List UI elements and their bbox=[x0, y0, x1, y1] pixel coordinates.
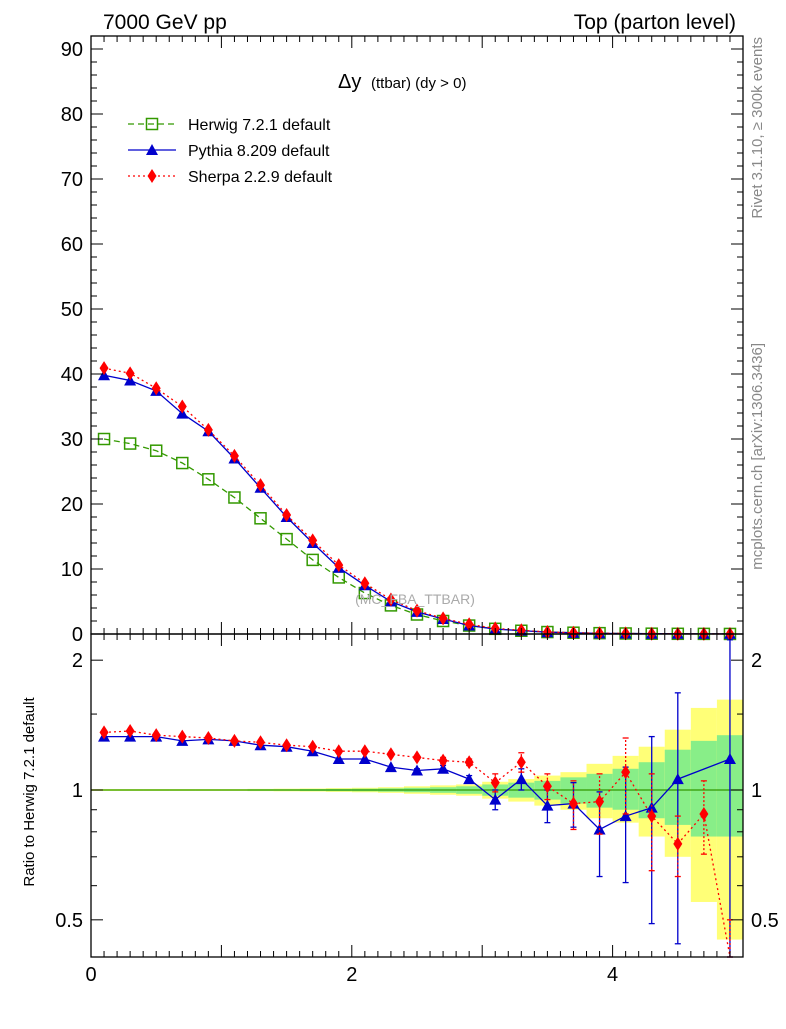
pythia-ratio-point bbox=[671, 773, 684, 785]
herwig-point bbox=[202, 473, 215, 486]
sherpa-ratio-point bbox=[229, 733, 239, 748]
x-tick-label: 0 bbox=[85, 964, 96, 986]
sherpa-ratio-point bbox=[438, 753, 448, 768]
sherpa-ratio-point bbox=[464, 755, 474, 770]
sherpa-ratio-point bbox=[699, 806, 709, 821]
sherpa-point bbox=[334, 558, 344, 573]
herwig-point bbox=[332, 571, 346, 584]
sherpa-point bbox=[282, 508, 292, 523]
sherpa-point bbox=[177, 399, 187, 414]
ratio-panel: 0.5 0.5 1 1 2 2 0 2 4 Ratio to Herwig 7.2.1 defa… bbox=[21, 633, 779, 986]
legend-label-pythia: Pythia 8.209 default bbox=[188, 143, 330, 160]
ratio-ylabel: Ratio to Herwig 7.2.1 default bbox=[21, 697, 38, 887]
sherpa-ratio-point bbox=[595, 794, 605, 809]
sherpa-ratio-point bbox=[542, 779, 552, 794]
herwig-point bbox=[280, 532, 293, 546]
y-tick-label: 30 bbox=[61, 429, 83, 451]
sherpa-ratio-point bbox=[203, 731, 213, 746]
sherpa-point bbox=[386, 592, 396, 607]
sherpa-point bbox=[438, 611, 448, 626]
y-tick-label: 70 bbox=[61, 169, 83, 191]
legend-marker-sherpa bbox=[147, 169, 157, 183]
x-tick-label: 2 bbox=[346, 964, 357, 986]
y-tick-label: 10 bbox=[61, 559, 83, 581]
pythia-ratio-point bbox=[463, 773, 476, 785]
sherpa-point bbox=[99, 361, 109, 376]
sherpa-ratio-point bbox=[308, 739, 318, 754]
sherpa-point bbox=[229, 448, 239, 463]
pythia-ratio-point bbox=[489, 793, 502, 805]
header-left: 7000 GeV pp bbox=[103, 11, 227, 34]
sherpa-ratio-point bbox=[151, 728, 161, 743]
watermark: (MC_FBA_TTBAR) bbox=[355, 591, 475, 607]
herwig-point bbox=[176, 456, 189, 470]
pythia-ratio-point bbox=[541, 799, 554, 811]
sherpa-ratio-point bbox=[490, 775, 500, 790]
legend-marker-herwig bbox=[145, 117, 159, 131]
pythia-ratio-point bbox=[437, 762, 450, 774]
x-tick-label: 4 bbox=[607, 964, 618, 986]
ratio-y-tick-label: 2 bbox=[72, 650, 83, 672]
pythia-ratio-point bbox=[384, 761, 397, 773]
sherpa-ratio-point bbox=[568, 796, 578, 811]
legend: Herwig 7.2.1 default Pythia 8.209 default… bbox=[128, 117, 333, 186]
ratio-y-tick-label-right: 0.5 bbox=[751, 910, 779, 932]
main-title-sub: (ttbar) (dy > 0) bbox=[371, 75, 466, 92]
sherpa-point bbox=[464, 617, 474, 632]
herwig-point bbox=[228, 491, 241, 504]
y-tick-label: 50 bbox=[61, 299, 83, 321]
main-title-symbol: Δy bbox=[338, 71, 361, 93]
sherpa-ratio-point bbox=[256, 735, 266, 750]
sherpa-ratio-point bbox=[334, 744, 344, 759]
pythia-ratio-point bbox=[645, 801, 658, 813]
sherpa-point bbox=[412, 603, 422, 618]
y-tick-label: 0 bbox=[72, 624, 83, 646]
sherpa-point bbox=[203, 422, 213, 437]
sherpa-ratio-point bbox=[412, 750, 422, 765]
sherpa-ratio-point bbox=[125, 724, 135, 739]
y-tick-label: 90 bbox=[61, 39, 83, 61]
pythia-ratio-point bbox=[358, 753, 371, 765]
legend-marker-pythia bbox=[146, 144, 158, 155]
mcplots-label: mcplots.cern.ch [arXiv:1306.3436] bbox=[749, 343, 766, 570]
sherpa-point bbox=[151, 381, 161, 396]
pythia-ratio-point bbox=[332, 753, 345, 765]
sherpa-ratio-point bbox=[673, 836, 683, 851]
header-right: Top (parton level) bbox=[574, 11, 736, 34]
sherpa-ratio-point bbox=[177, 729, 187, 744]
pythia-ratio-point bbox=[723, 753, 736, 765]
y-tick-label: 60 bbox=[61, 234, 83, 256]
y-tick-label: 20 bbox=[61, 494, 83, 516]
ratio-y-tick-label: 1 bbox=[72, 780, 83, 802]
y-tick-label: 80 bbox=[61, 104, 83, 126]
sherpa-point bbox=[256, 478, 266, 493]
ratio-y-tick-label: 0.5 bbox=[55, 910, 83, 932]
ratio-y-tick-label-right: 1 bbox=[751, 780, 762, 802]
sherpa-point bbox=[360, 576, 370, 591]
pythia-ratio-line bbox=[104, 735, 731, 831]
sherpa-point bbox=[125, 366, 135, 381]
sherpa-point bbox=[308, 533, 318, 548]
sherpa-ratio-point bbox=[99, 725, 109, 740]
y-tick-label: 40 bbox=[61, 364, 83, 386]
pythia-ratio-point bbox=[619, 810, 632, 822]
legend-label-herwig: Herwig 7.2.1 default bbox=[188, 117, 331, 134]
legend-label-sherpa: Sherpa 2.2.9 default bbox=[188, 169, 333, 186]
pythia-ratio-point bbox=[515, 773, 528, 785]
herwig-point bbox=[149, 444, 163, 457]
ratio-y-tick-label-right: 2 bbox=[751, 650, 762, 672]
pythia-ratio-point bbox=[411, 764, 423, 776]
sherpa-ratio-point bbox=[647, 809, 657, 824]
rivet-label: Rivet 3.1.10, ≥ 300k events bbox=[749, 37, 766, 219]
herwig-point bbox=[123, 437, 137, 450]
sherpa-ratio-point bbox=[360, 744, 370, 759]
sherpa-ratio-point bbox=[621, 765, 631, 780]
sherpa-ratio-point bbox=[516, 755, 526, 770]
herwig-point bbox=[254, 512, 267, 525]
sherpa-ratio-point bbox=[386, 747, 396, 762]
sherpa-ratio-point bbox=[282, 738, 292, 753]
herwig-point bbox=[306, 553, 319, 567]
